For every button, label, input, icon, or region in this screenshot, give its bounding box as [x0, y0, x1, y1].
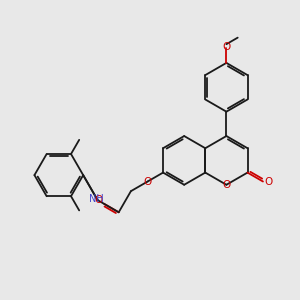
Text: O: O: [143, 176, 152, 187]
Text: O: O: [222, 180, 230, 190]
Text: O: O: [94, 195, 102, 206]
Text: O: O: [222, 42, 230, 52]
Text: NH: NH: [89, 194, 104, 204]
Text: O: O: [264, 176, 272, 187]
